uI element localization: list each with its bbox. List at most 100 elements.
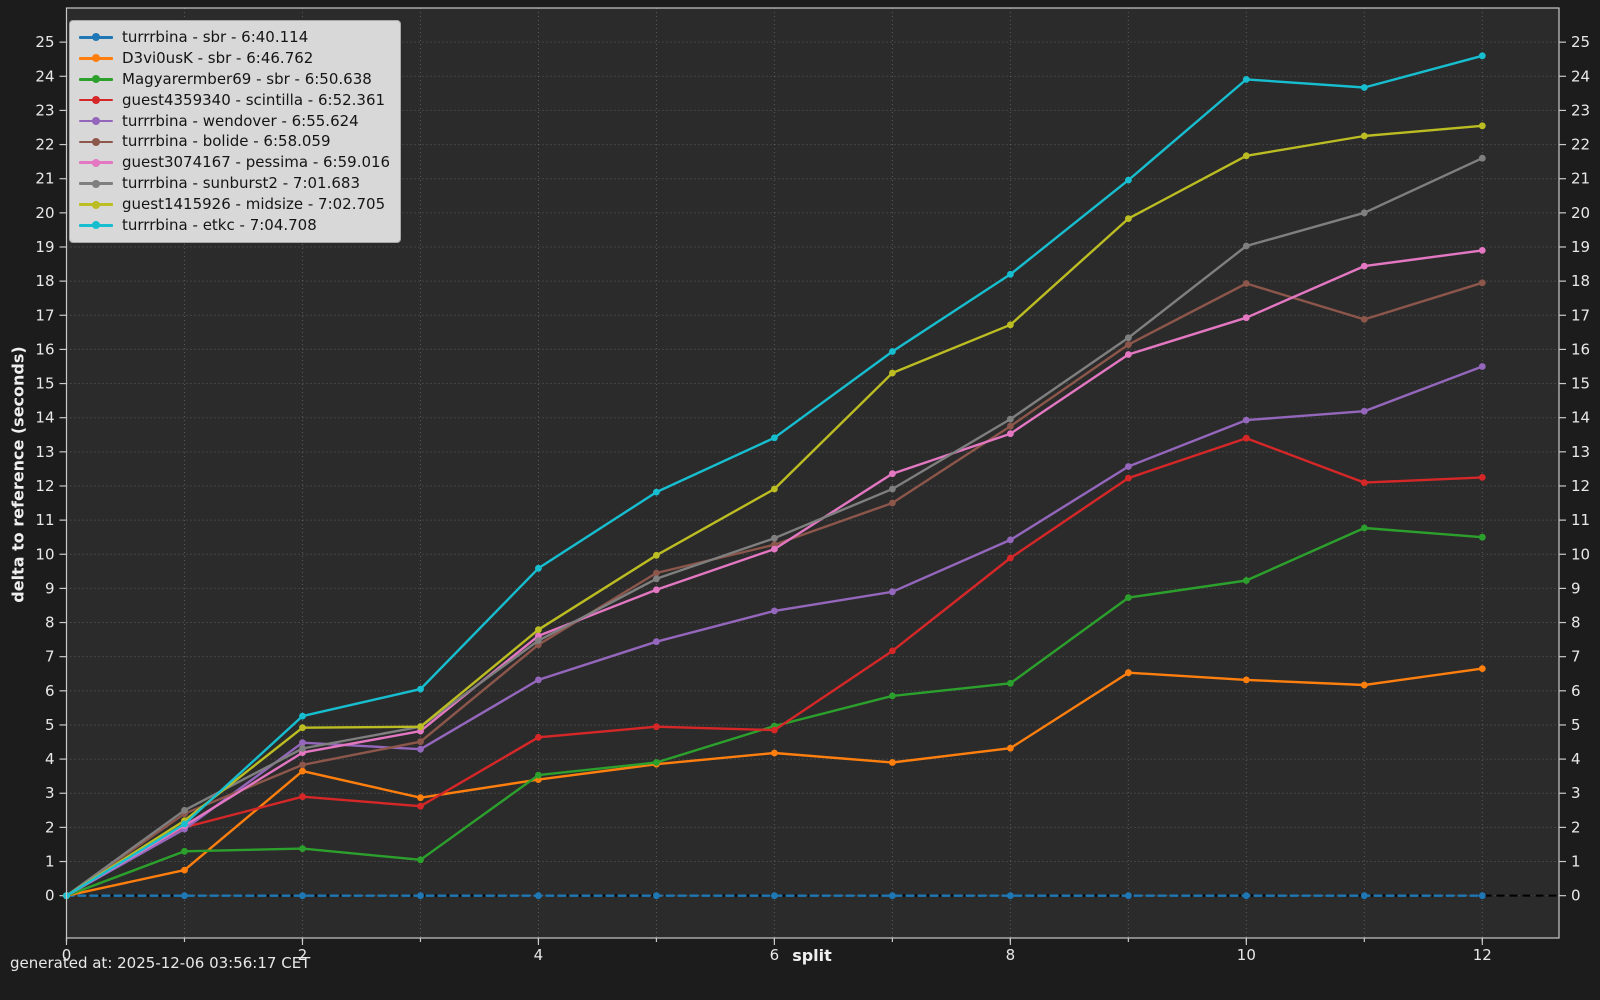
legend-marker-dot [92,200,100,209]
y-tick-label-left: 5 [45,716,55,734]
series-marker-guest3074167-6 [535,632,542,640]
legend-item: guest4359340 - scintilla - 6:52.361 [79,90,390,111]
series-marker-magyarermber69-2 [653,759,660,766]
legend-marker-dot [92,158,100,167]
series-marker-guest3074167-6 [771,545,778,553]
y-tick-label-right: 11 [1571,511,1590,529]
legend-line-sample [79,96,113,105]
series-marker-guest4359340-3 [1360,479,1368,486]
x-tick-label: 2 [298,946,308,964]
series-marker-magyarermber69-2 [535,771,542,779]
legend-marker-dot [92,179,100,188]
series-turrrbina-0 [63,892,1486,900]
legend-marker-dot [92,33,100,42]
legend-label: turrrbina - sunburst2 - 7:01.683 [122,174,360,193]
series-marker-guest4359340-3 [1478,474,1486,481]
series-marker-d3vi0usk-1 [1125,669,1132,677]
legend-item: guest3074167 - pessima - 6:59.016 [79,152,390,173]
series-marker-turrrbina-0 [771,892,778,900]
series-marker-turrrbina-9 [299,712,306,720]
y-tick-label-right: 4 [1571,750,1581,768]
legend-line-sample [79,200,113,209]
y-tick-label-right: 16 [1571,340,1590,358]
series-marker-turrrbina-0 [417,892,424,900]
series-marker-turrrbina-0 [299,892,306,900]
legend-item: turrrbina - sbr - 6:40.114 [79,27,390,48]
series-marker-turrrbina-7 [181,806,188,814]
series-marker-turrrbina-4 [299,739,306,747]
series-marker-guest1415926-8 [1242,152,1250,160]
y-tick-label-left: 22 [35,136,54,154]
y-tick-label-left: 2 [45,818,55,836]
series-marker-magyarermber69-2 [1360,524,1368,532]
series-marker-magyarermber69-2 [181,847,188,855]
series-marker-d3vi0usk-1 [889,759,896,766]
series-marker-guest1415926-8 [417,723,424,731]
series-marker-turrrbina-9 [653,488,660,496]
series-marker-turrrbina-5 [1242,280,1250,287]
series-marker-guest4359340-3 [1125,474,1132,482]
series-marker-turrrbina-9 [1360,84,1368,91]
series-marker-guest3074167-6 [889,470,896,478]
y-tick-label-right: 9 [1571,579,1581,597]
y-tick-label-right: 23 [1571,101,1590,119]
series-marker-turrrbina-0 [1360,892,1368,900]
series-marker-guest3074167-6 [653,586,660,594]
y-tick-label-left: 17 [35,306,54,324]
series-marker-magyarermber69-2 [1007,679,1014,687]
series-marker-turrrbina-0 [535,892,542,900]
series-turrrbina-9 [63,52,1486,900]
x-tick-label: 12 [1473,946,1492,964]
series-marker-turrrbina-7 [653,575,660,583]
y-tick-label-left: 3 [45,784,55,802]
y-tick-label-right: 12 [1571,477,1590,495]
series-marker-turrrbina-9 [1007,270,1014,278]
series-marker-turrrbina-0 [1007,892,1014,900]
series-marker-turrrbina-5 [1125,341,1132,348]
series-marker-turrrbina-0 [181,892,188,900]
series-marker-turrrbina-7 [889,485,896,493]
series-marker-guest4359340-3 [535,733,542,741]
y-tick-label-right: 3 [1571,784,1581,802]
legend-label: guest1415926 - midsize - 7:02.705 [122,195,386,214]
legend-label: turrrbina - sbr - 6:40.114 [122,27,309,46]
series-marker-guest4359340-3 [299,793,306,801]
legend-line-sample [79,117,113,125]
y-tick-label-right: 21 [1571,170,1590,188]
y-tick-label-right: 0 [1571,887,1581,905]
series-marker-guest3074167-6 [1125,351,1132,358]
legend-line-sample [79,54,113,63]
series-marker-guest4359340-3 [653,723,660,731]
y-tick-label-right: 19 [1571,238,1590,256]
series-marker-guest1415926-8 [1478,122,1486,130]
series-marker-turrrbina-7 [1125,334,1132,342]
series-marker-turrrbina-4 [653,638,660,646]
y-tick-label-right: 13 [1571,443,1590,461]
legend-item: turrrbina - wendover - 6:55.624 [79,111,390,132]
series-marker-d3vi0usk-1 [1360,681,1368,689]
legend-item: D3vi0usK - sbr - 6:46.762 [79,48,390,69]
series-marker-magyarermber69-2 [1125,594,1132,601]
series-marker-guest3074167-6 [1242,314,1250,322]
y-tick-label-left: 1 [45,853,55,871]
series-marker-d3vi0usk-1 [1242,676,1250,684]
legend-label: D3vi0usK - sbr - 6:46.762 [122,48,314,67]
y-tick-label-left: 9 [45,579,55,597]
series-marker-magyarermber69-2 [1478,533,1486,541]
y-tick-label-right: 5 [1571,716,1581,734]
legend-line-sample [79,137,113,146]
series-marker-turrrbina-5 [299,761,306,769]
legend-line-sample [79,221,113,230]
y-tick-label-left: 11 [35,511,54,529]
series-marker-guest1415926-8 [1007,321,1014,329]
legend-label: Magyarermber69 - sbr - 6:50.638 [122,69,372,88]
series-marker-guest1415926-8 [535,626,542,634]
series-marker-turrrbina-4 [1360,407,1368,415]
series-marker-turrrbina-4 [889,588,896,596]
series-marker-turrrbina-0 [1242,892,1250,900]
series-marker-d3vi0usk-1 [1007,744,1014,752]
series-marker-turrrbina-4 [535,676,542,684]
series-marker-turrrbina-4 [417,745,424,753]
y-tick-label-left: 23 [35,101,54,119]
